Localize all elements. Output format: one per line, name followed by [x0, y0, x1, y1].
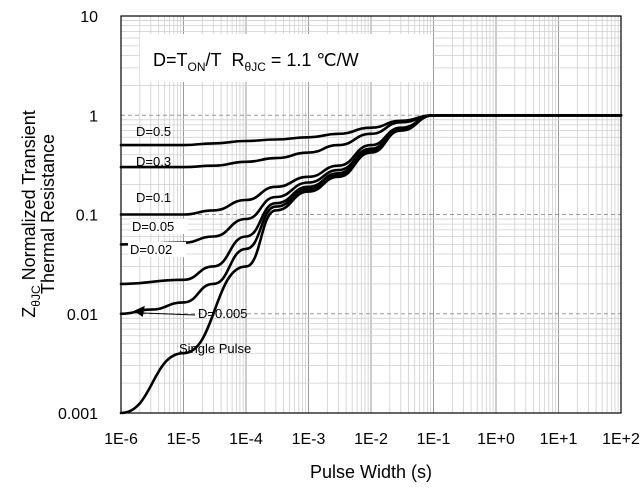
series-label-background	[128, 242, 186, 257]
annotation-background	[140, 34, 432, 82]
annotation-r-sub: θJC	[245, 60, 267, 74]
x-tick-labels: 1E-6 1E-5 1E-4 1E-3 1E-2 1E-1 1E+0 1E+1 1E+2	[104, 431, 640, 448]
annotation-r: R	[222, 50, 245, 70]
annotation-r-rest: = 1.1 ℃/W	[266, 50, 359, 70]
y-tick-label: 0.1	[76, 208, 98, 225]
leader-arrowhead	[133, 305, 145, 317]
annotation-d-rest: /T	[206, 50, 222, 70]
leader-line	[139, 312, 196, 316]
x-tick-label: 1E-6	[104, 431, 138, 448]
series-label-background	[130, 219, 188, 234]
series-curves	[119, 113, 623, 415]
series-line	[119, 113, 623, 415]
y-axis-title-line2: Thermal Resistance	[38, 134, 58, 294]
series-labels: D=0.5 D=0.3 D=0.1 D=0.05 D=0.02 D=0.005 Single…	[128, 124, 251, 356]
annotation-box: D=TON/T RθJC = 1.1 ℃/W	[140, 34, 432, 82]
x-tick-label: 1E-2	[354, 431, 388, 448]
y-axis-title-sub: θJC	[29, 285, 43, 307]
series-label: D=0.1	[136, 190, 171, 205]
y-axis-title-line1: ZθJC Normalized Transient	[19, 110, 43, 317]
x-tick-label: 1E-4	[229, 431, 263, 448]
series-label: D=0.05	[132, 219, 174, 234]
y-tick-label: 0.01	[67, 307, 98, 324]
annotation-d-sub: ON	[188, 60, 206, 74]
series-label: Single Pulse	[179, 341, 251, 356]
annotation-text: D=TON/T RθJC = 1.1 ℃/W	[153, 50, 359, 74]
x-tick-label: 1E+1	[540, 431, 578, 448]
x-tick-label: 1E-3	[292, 431, 326, 448]
y-axis-title-z: Z	[19, 307, 39, 318]
x-tick-label: 1E+0	[477, 431, 515, 448]
annotation-d-eq: D=T	[153, 50, 188, 70]
y-tick-label: 10	[80, 9, 98, 26]
x-tick-label: 1E+2	[602, 431, 640, 448]
y-tick-labels: 0.001 0.01 0.1 1 10	[58, 9, 98, 423]
y-tick-label: 1	[89, 108, 98, 125]
y-axis-title-line1-rest: Normalized Transient	[19, 110, 39, 285]
x-tick-label: 1E-1	[417, 431, 451, 448]
y-tick-label: 0.001	[58, 406, 98, 423]
series-label: D=0.005	[198, 306, 248, 321]
series-label: D=0.02	[130, 242, 172, 257]
x-tick-label: 1E-5	[167, 431, 201, 448]
series-label: D=0.5	[136, 124, 171, 139]
series-label: D=0.3	[136, 154, 171, 169]
x-axis-title: Pulse Width (s)	[310, 462, 432, 482]
